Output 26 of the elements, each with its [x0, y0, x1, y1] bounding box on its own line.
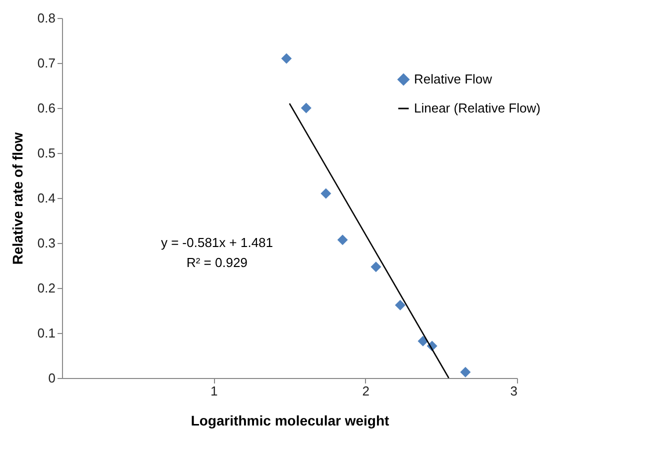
point	[281, 53, 292, 64]
x-tick-label: 2	[362, 384, 370, 398]
y-tick-label: 0.3	[37, 236, 56, 250]
point	[418, 336, 428, 346]
y-tick-label: 0.8	[37, 10, 56, 26]
point	[394, 300, 406, 310]
y-tick-label: 0.1	[37, 326, 56, 340]
y-tick-label: 0.5	[37, 146, 56, 160]
x-tick-label: 3	[510, 384, 518, 398]
point	[337, 234, 348, 246]
y-axis-title: Relative rate of flow	[9, 132, 26, 265]
y-tick-label: 0.2	[37, 280, 56, 296]
x-axis-title: Logarithmic molecular weight	[190, 412, 390, 428]
y-tick-label: 0.7	[37, 56, 56, 70]
y-tick-label: 0	[48, 370, 56, 386]
annotation: y = -0.581x + 1.481	[160, 235, 274, 250]
y-tick-label: 0.6	[37, 100, 56, 116]
legend-label: Relative Flow	[414, 72, 493, 86]
annotation: R² = 0.929	[186, 255, 248, 270]
point	[300, 102, 312, 114]
point	[370, 262, 382, 272]
legend-label: Linear (Relative Flow)	[414, 100, 540, 116]
point	[460, 366, 471, 378]
x-tick-label: 1	[210, 384, 218, 398]
y-tick-label: 0.4	[37, 190, 56, 206]
point	[320, 188, 332, 199]
